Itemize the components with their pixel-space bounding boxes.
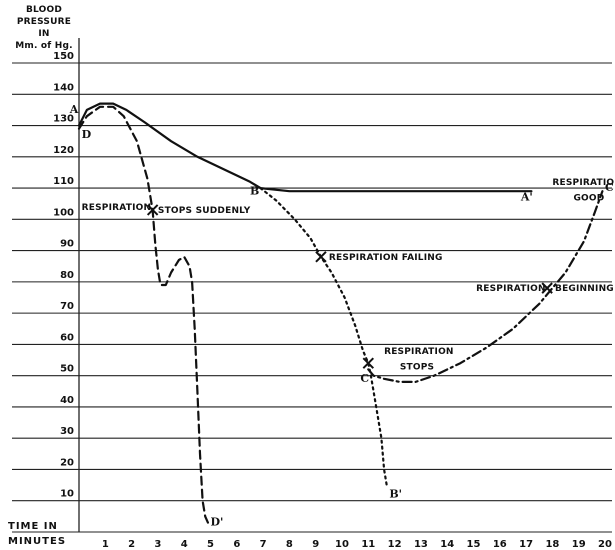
x-tick-label: 17 [519,539,533,550]
point-label: A' [520,191,533,204]
y-tick-label: 40 [60,395,74,406]
x-tick-label: 4 [181,539,188,550]
y-axis-label-line-2: IN [38,29,50,39]
x-tick-label: 3 [154,539,161,550]
y-tick-label: 70 [60,301,74,312]
y-tick-label: 20 [60,457,74,468]
cross-marker [541,282,553,294]
x-tick-label: 15 [467,539,481,550]
y-tick-label: 30 [60,426,74,437]
x-tick-label: 6 [233,539,240,550]
point-label: D [82,128,92,141]
cross-marker [315,251,327,263]
y-tick-label: 120 [53,145,74,156]
x-tick-label: 7 [260,539,267,550]
x-tick-label: 14 [440,539,454,550]
annotation-label: GOOD [573,194,604,204]
y-tick-label: 50 [60,364,74,375]
annotation-label: RESPIRATION [476,284,546,294]
x-tick-label: 13 [414,539,428,550]
annotation-label: BEGINNING [555,284,614,294]
x-tick-label: 10 [335,539,349,550]
x-tick-label: 5 [207,539,214,550]
y-axis-label-line-1: BLOOD PRESSURE [16,5,72,27]
annotation-label: RESPIRATION FAILING [329,253,443,263]
x-tick-label: 8 [286,539,293,550]
y-axis-label: BLOOD PRESSURE IN Mm. of Hg. [4,4,84,52]
y-tick-label: 100 [53,207,74,218]
y-tick-label: 80 [60,270,74,281]
x-axis-label-line-1: TIME IN [8,521,58,532]
x-axis-label-line-2: MINUTES [8,536,67,547]
x-tick-label: 12 [388,539,402,550]
x-tick-label: 11 [361,539,375,550]
point-label: B [250,184,259,197]
x-tick-label: 9 [312,539,319,550]
y-tick-label: 150 [53,51,74,62]
annotation-label: STOPS SUDDENLY [158,206,251,216]
x-tick-label: 2 [128,539,135,550]
y-axis-label-line-3: Mm. of Hg. [15,41,73,51]
x-tick-label: 1 [102,539,109,550]
cross-marker [146,204,159,216]
cross-marker [362,357,375,369]
y-tick-label: 90 [60,239,74,250]
annotation-label: RESPIRATION [384,347,454,357]
point-label: A [69,103,79,116]
curve-dotted [259,187,388,487]
annotation-label: RESPIRATION [552,178,615,188]
x-tick-label: 19 [572,539,586,550]
y-tick-label: 60 [60,332,74,343]
point-label: B' [389,488,402,501]
y-tick-label: 130 [53,114,74,125]
annotation-label: RESPIRATION [82,203,152,213]
curve-dashed [77,105,209,524]
y-tick-label: 10 [60,489,74,500]
point-label: C [360,372,369,385]
point-label: D' [211,516,224,529]
y-tick-label: 140 [53,82,74,93]
point-label: C [605,181,614,194]
x-tick-label: 20 [598,539,612,550]
annotation-label: STOPS [400,362,434,372]
x-tick-label: 18 [545,539,559,550]
y-tick-label: 110 [53,176,74,187]
curve-dash-dot [367,190,604,383]
x-tick-label: 16 [493,539,507,550]
